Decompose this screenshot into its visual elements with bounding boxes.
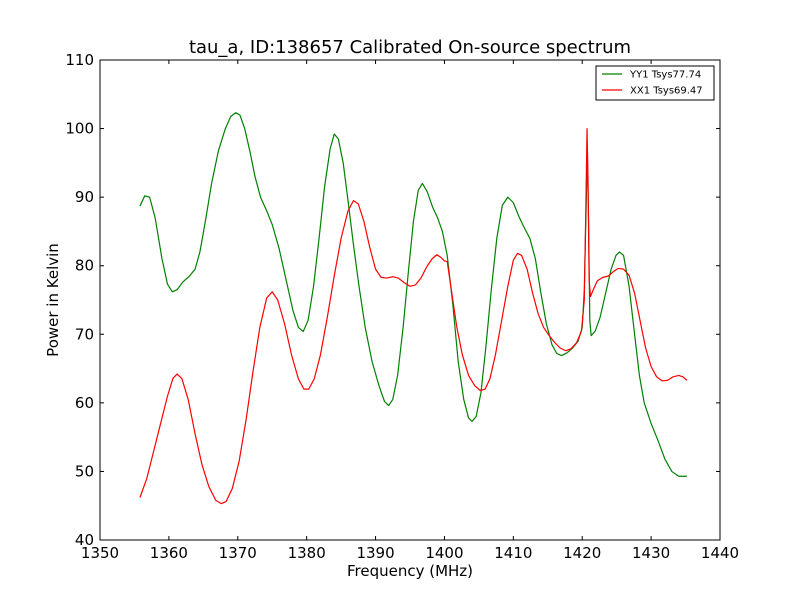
series-line-xx1 [139,127,688,505]
y-axis: 40 50 60 70 80 90 100 110 [65,51,720,549]
legend-label-yy1: YY1 Tsys77.74 [629,70,701,81]
y-tick-label: 90 [75,188,94,206]
y-tick-label: 110 [65,51,94,69]
x-axis-label: Frequency (MHz) [347,562,473,580]
x-tick-label: 1350 [81,544,119,562]
series-line-yy1 [139,112,687,477]
legend-box [595,65,715,101]
y-tick-label: 100 [65,120,94,138]
plot-frame [99,59,721,541]
y-axis-label: Power in Kelvin [44,243,62,357]
chart-title: tau_a, ID:138657 Calibrated On-source sp… [189,37,631,58]
x-tick-label: 1370 [219,544,257,562]
y-tick-label: 40 [75,531,94,549]
x-tick-label: 1390 [356,544,394,562]
legend: YY1 Tsys77.74 XX1 Tsys69.47 [595,65,715,101]
y-tick-label: 80 [75,257,94,275]
x-tick-label: 1400 [425,544,463,562]
x-tick-label: 1380 [288,544,326,562]
x-tick-label: 1360 [150,544,188,562]
y-tick-label: 60 [75,394,94,412]
series-layer [139,112,688,505]
y-tick-label: 70 [75,325,94,343]
x-tick-label: 1420 [563,544,601,562]
x-axis: 1350 1360 1370 1380 1390 1400 1410 1420 1430 1440 [81,60,739,562]
y-tick-label: 50 [75,462,94,480]
x-tick-label: 1440 [701,544,739,562]
x-tick-label: 1410 [494,544,532,562]
x-tick-label: 1430 [632,544,670,562]
legend-label-xx1: XX1 Tsys69.47 [630,86,703,97]
